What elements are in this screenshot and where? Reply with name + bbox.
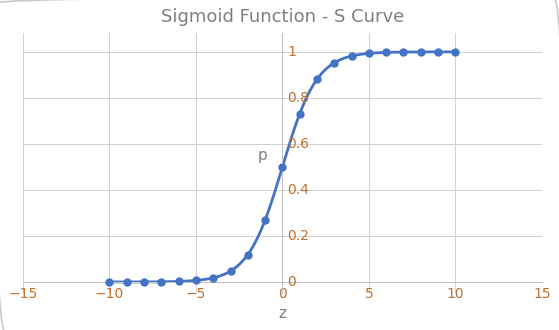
Text: 0: 0 [287,275,296,289]
X-axis label: z: z [278,306,286,321]
Y-axis label: p: p [258,148,268,163]
Text: 0.8: 0.8 [287,91,310,105]
Text: 0.2: 0.2 [287,229,310,243]
Title: Sigmoid Function - S Curve: Sigmoid Function - S Curve [161,8,404,26]
Text: 1: 1 [287,45,296,59]
Text: 0.4: 0.4 [287,183,310,197]
Text: 0.6: 0.6 [287,137,310,151]
